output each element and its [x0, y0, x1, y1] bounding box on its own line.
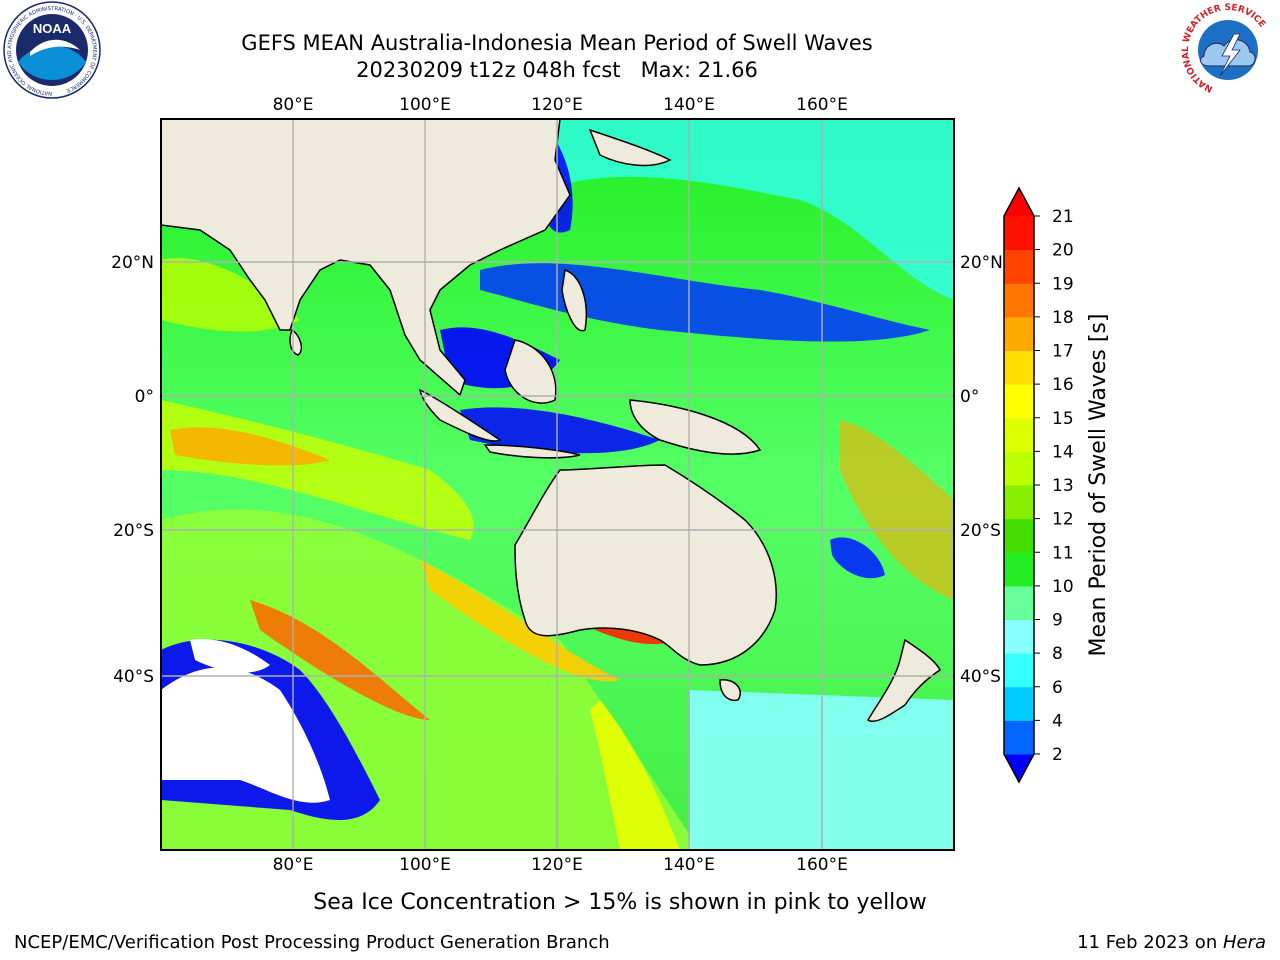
colorbar-tick-label: 13 — [1052, 476, 1074, 496]
colorbar-tick-label: 12 — [1052, 510, 1074, 530]
land-layer — [161, 119, 941, 722]
australia — [514, 464, 777, 666]
southern-ocean-high-period — [250, 600, 430, 720]
coral-sea-short-period — [830, 537, 885, 579]
colorbar-tick-label: 17 — [1052, 342, 1074, 362]
colorbar-segment — [1004, 216, 1034, 251]
borneo — [504, 339, 557, 404]
philippines — [561, 269, 587, 332]
colorbar-tick-label: 6 — [1052, 678, 1063, 698]
lat-label-left: 20°N — [111, 253, 154, 273]
colorbar-segment — [1004, 350, 1034, 385]
nws-logo: NATIONAL WEATHER SERVICE — [1180, 2, 1276, 98]
colorbar-label: Mean Period of Swell Waves [s] — [1086, 314, 1111, 657]
colorbar: 2 4 6 8 9 10 11 12 13 14 15 16 17 18 19 20 21 — [1003, 186, 1074, 784]
chart-title: GEFS MEAN Australia-Indonesia Mean Perio… — [241, 31, 873, 55]
colorbar-extend-max — [1004, 188, 1034, 216]
lat-label-right: 20°N — [960, 253, 1003, 273]
colorbar-segment — [1004, 619, 1034, 654]
bight-swell-band — [420, 560, 620, 682]
noaa-logo: NATIONAL OCEANIC AND ATMOSPHERIC ADMINIS… — [3, 1, 101, 99]
colorbar-tick-label: 21 — [1052, 207, 1074, 227]
colorbar-segment — [1004, 585, 1034, 620]
sea-ice-note: Sea Ice Concentration > 15% is shown in … — [0, 890, 1280, 915]
indonesian-seas-short-period — [460, 407, 660, 454]
equatorial-max-swell — [170, 427, 330, 466]
colorbar-segment — [1004, 653, 1034, 688]
lat-label-right: 20°S — [960, 521, 1001, 541]
arabian-sea-swell — [161, 258, 300, 332]
masked-area — [161, 667, 330, 803]
colorbar-tick-label: 16 — [1052, 375, 1074, 395]
new-zealand — [866, 638, 941, 722]
colorbar-extend-min — [1004, 754, 1034, 782]
lat-label-right: 40°S — [960, 667, 1001, 687]
colorbar-tick-label: 11 — [1052, 543, 1074, 563]
lon-label-bottom: 100°E — [399, 855, 451, 875]
colorbar-segment — [1004, 283, 1034, 318]
colorbar-tick-label: 14 — [1052, 442, 1074, 462]
lat-label-left: 0° — [135, 387, 154, 407]
noaa-bird — [30, 39, 80, 56]
colorbar-tick-label: 18 — [1052, 308, 1074, 328]
sea-ice-note-text: Sea Ice Concentration > 15% is shown in … — [313, 890, 927, 915]
footer-date-text: 11 Feb 2023 on — [1077, 932, 1223, 953]
colorbar-tick-label: 15 — [1052, 409, 1074, 429]
lon-label-bottom: 140°E — [663, 855, 715, 875]
colorbar-segment — [1004, 249, 1034, 284]
sumatra — [418, 388, 502, 442]
colorbar-tick-label: 9 — [1052, 611, 1063, 631]
tasmania — [719, 679, 741, 702]
colorbar-segment — [1004, 518, 1034, 553]
japan — [588, 128, 672, 167]
southern-yellow-band — [590, 700, 680, 850]
lon-label-top: 140°E — [663, 95, 715, 115]
noaa-wordmark: NOAA — [33, 21, 72, 36]
colorbar-tick-label: 8 — [1052, 644, 1063, 664]
colorbar-tick-label: 20 — [1052, 241, 1074, 261]
tasman-swell — [840, 420, 954, 600]
colorbar-tick-label: 4 — [1052, 711, 1063, 731]
colorbar-segment — [1004, 552, 1034, 587]
colorbar-segment — [1004, 316, 1034, 351]
masked-area-2 — [190, 639, 270, 673]
lon-label-top: 120°E — [531, 95, 583, 115]
west-pacific-short-period — [480, 263, 930, 342]
footer-date: 11 Feb 2023 on Hera — [1077, 932, 1266, 953]
colorbar-tick-label: 2 — [1052, 745, 1063, 765]
footer-host: Hera — [1222, 932, 1266, 953]
lat-label-right: 0° — [960, 387, 979, 407]
colorbar-segment — [1004, 417, 1034, 452]
lon-label-bottom: 80°E — [273, 855, 314, 875]
colorbar-tick-label: 19 — [1052, 274, 1074, 294]
colorbar-segment — [1004, 720, 1034, 755]
nws-lightning-icon — [1219, 33, 1241, 77]
graticule — [161, 119, 954, 850]
lon-label-top: 100°E — [399, 95, 451, 115]
colorbar-segment — [1004, 686, 1034, 721]
lon-labels: 80°E 100°E 120°E 140°E 160°E 80°E 100°E … — [273, 95, 848, 875]
asia-mainland — [161, 119, 571, 397]
lon-label-top: 80°E — [273, 95, 314, 115]
colorbar-segment — [1004, 485, 1034, 520]
java — [483, 444, 581, 459]
chart-subtitle: 20230209 t12z 048h fcst Max: 21.66 — [356, 58, 758, 82]
lat-label-left: 40°S — [113, 667, 154, 687]
noaa-wave — [18, 45, 86, 80]
map-frame — [160, 118, 955, 851]
lat-label-left: 20°S — [113, 521, 154, 541]
lon-label-top: 160°E — [796, 95, 848, 115]
footer-credit: NCEP/EMC/Verification Post Processing Pr… — [14, 932, 610, 953]
colorbar-segment — [1004, 451, 1034, 486]
colorbar-tick-label: 10 — [1052, 577, 1074, 597]
lat-labels: 20°N 0° 20°S 40°S 20°N 0° 20°S 40°S — [111, 253, 1003, 687]
lon-label-bottom: 120°E — [531, 855, 583, 875]
lon-label-bottom: 160°E — [796, 855, 848, 875]
colorbar-segment — [1004, 384, 1034, 419]
new-guinea — [629, 399, 762, 455]
